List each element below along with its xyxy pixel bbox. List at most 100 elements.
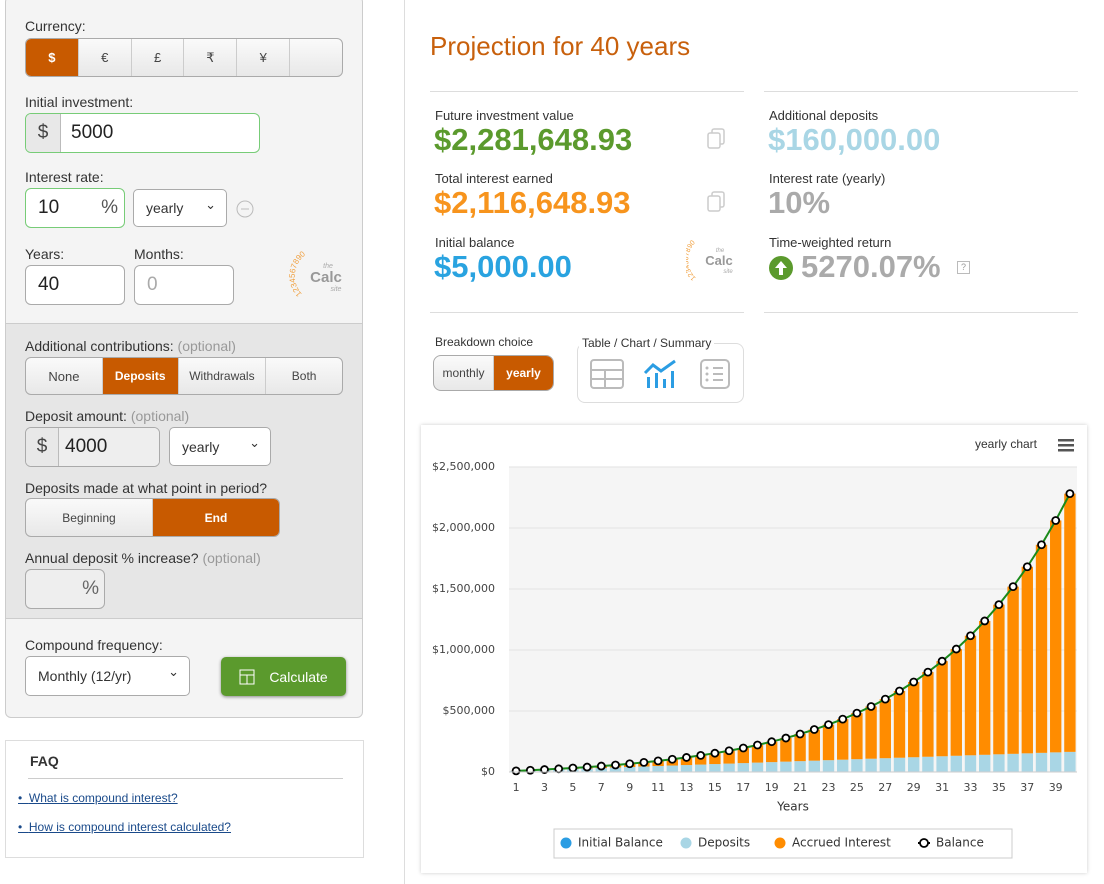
stat-label: Total interest earned xyxy=(435,171,553,186)
option[interactable]: Both xyxy=(291,369,317,383)
interest-period[interactable]: yearly xyxy=(133,189,227,227)
bar-segment xyxy=(936,756,948,772)
increase-input[interactable]: % xyxy=(25,569,105,609)
compound-select[interactable]: Monthly (12/yr) xyxy=(25,656,190,696)
balance-marker xyxy=(525,765,535,775)
copy-icons xyxy=(707,128,725,212)
balance-marker xyxy=(838,714,848,724)
faq-link[interactable]: • What is compound interest? xyxy=(18,791,178,805)
deposit-period[interactable]: yearly xyxy=(169,427,271,466)
currency-button[interactable] xyxy=(290,39,342,76)
rule xyxy=(764,91,1078,92)
initial-input[interactable]: $ 5000 xyxy=(25,113,260,153)
bar-segment xyxy=(808,729,820,761)
x-tick-label: 19 xyxy=(765,781,779,794)
rule xyxy=(764,312,1078,313)
option[interactable]: End xyxy=(153,499,279,536)
summary-icon[interactable] xyxy=(700,359,730,389)
calculate-button[interactable]: Calculate xyxy=(221,657,346,696)
currency-button[interactable]: £ xyxy=(132,39,185,76)
option[interactable]: yearly xyxy=(494,356,553,390)
text: How is compound interest calculated? xyxy=(28,820,231,834)
currency-button[interactable]: $ xyxy=(26,39,79,76)
rule xyxy=(430,312,744,313)
stat-value: $5,000.00 xyxy=(434,249,572,284)
logo-digits: 1234567890 xyxy=(288,249,307,298)
table-icon[interactable] xyxy=(590,359,624,389)
currency-button[interactable]: ¥ xyxy=(237,39,291,76)
faq-link[interactable]: • How is compound interest calculated? xyxy=(18,820,231,834)
months-input[interactable]: 0 xyxy=(134,265,234,305)
x-tick-label: 29 xyxy=(907,781,921,794)
value: 40 xyxy=(38,274,60,295)
divider xyxy=(404,0,405,884)
stat-label: Future investment value xyxy=(435,108,574,123)
remove-icon[interactable] xyxy=(235,199,255,219)
x-tick-label: 17 xyxy=(736,781,750,794)
calc-icon xyxy=(239,669,255,684)
x-tick-label: 35 xyxy=(992,781,1006,794)
option[interactable]: Beginning xyxy=(26,499,153,536)
bar-segment xyxy=(808,760,820,772)
optional: (optional) xyxy=(177,338,236,354)
x-tick-label: 27 xyxy=(878,781,892,794)
menu-icon[interactable] xyxy=(1058,439,1074,452)
y-tick-label: $2,000,000 xyxy=(432,521,495,534)
y-tick-label: $1,500,000 xyxy=(432,582,495,595)
balance-marker xyxy=(653,756,663,766)
bar-segment xyxy=(624,766,636,772)
y-tick-label: $1,000,000 xyxy=(432,643,495,656)
bar-segment xyxy=(737,748,749,764)
balance-marker xyxy=(966,631,975,641)
balance-marker xyxy=(994,600,1004,610)
legend-label: Deposits xyxy=(698,836,750,850)
stat-value: $160,000.00 xyxy=(768,122,941,157)
up-icon xyxy=(769,256,793,280)
breakdown-group: monthly yearly xyxy=(433,355,554,391)
bar-segment xyxy=(908,682,920,758)
optional: (optional) xyxy=(130,408,190,424)
balance-marker xyxy=(880,694,890,704)
deposit-input[interactable]: $ 4000 xyxy=(25,427,160,467)
optional: (optional) xyxy=(202,550,261,566)
balance-marker xyxy=(540,765,549,774)
legend-label: Balance xyxy=(936,836,984,850)
currency-button[interactable]: € xyxy=(79,39,132,76)
logo: 1234567890 the Calc site xyxy=(288,249,342,298)
bar-segment xyxy=(1035,544,1048,753)
bar-segment xyxy=(766,762,778,772)
bar-segment xyxy=(709,753,721,765)
x-tick-label: 31 xyxy=(935,781,949,794)
balance-marker xyxy=(511,766,521,776)
bar-segment xyxy=(950,649,962,756)
bar-segment xyxy=(1064,493,1076,752)
bar-segment xyxy=(1021,753,1033,772)
bar-segment xyxy=(1007,753,1019,772)
bar-segment xyxy=(922,672,934,757)
interest-input[interactable]: 10 % xyxy=(25,188,125,228)
option[interactable]: Withdrawals xyxy=(179,358,267,394)
bar-segment xyxy=(751,762,764,772)
currency-button[interactable]: ₹ xyxy=(184,39,238,76)
help-icon[interactable]: ? xyxy=(957,261,970,274)
bar-segment xyxy=(609,767,622,772)
bar-segment xyxy=(922,756,934,772)
option[interactable]: Deposits xyxy=(102,358,179,394)
chart-title: yearly chart xyxy=(975,437,1038,451)
years-input[interactable]: 40 xyxy=(25,265,125,305)
balance-marker xyxy=(1008,582,1018,592)
balance-marker xyxy=(809,725,819,734)
option[interactable]: None xyxy=(26,358,103,394)
option[interactable]: monthly xyxy=(434,356,494,390)
chart-icon[interactable] xyxy=(643,359,676,388)
balance-marker xyxy=(568,763,578,773)
bar-segment xyxy=(822,760,835,772)
timing-group: Beginning End xyxy=(25,498,280,537)
balance-marker xyxy=(795,729,805,739)
breakdown-label: Breakdown choice xyxy=(435,335,534,349)
view-icons xyxy=(590,359,730,389)
bar-segment xyxy=(766,741,778,763)
y-tick-label: $0 xyxy=(481,765,495,778)
balance-marker xyxy=(781,733,791,743)
